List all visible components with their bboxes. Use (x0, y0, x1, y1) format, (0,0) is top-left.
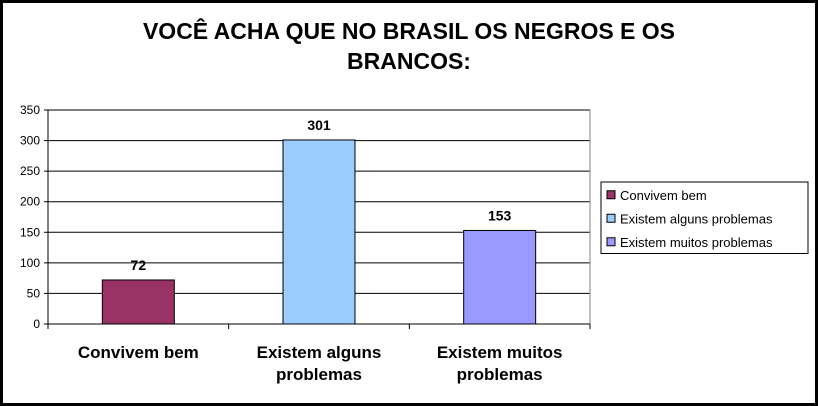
x-tick-label: Existem muitos problemas (436, 343, 563, 384)
x-tick-label: Existem alguns problemas (256, 343, 382, 384)
y-tick-label: 200 (20, 195, 40, 209)
y-tick-label: 350 (20, 103, 40, 117)
chart-title: VOCÊ ACHA QUE NO BRASIL OS NEGROS E OS B… (142, 18, 676, 74)
data-label: 301 (307, 117, 331, 133)
y-tick-label: 0 (33, 317, 40, 331)
legend-label: Convivem bem (620, 188, 707, 203)
legend-box (600, 181, 809, 254)
bar (463, 229, 537, 325)
bar (101, 279, 175, 325)
y-tick-label: 50 (27, 286, 41, 300)
y-tick-label: 100 (20, 256, 40, 270)
y-tick-label: 150 (20, 225, 40, 239)
legend-swatch (606, 237, 616, 247)
y-tick-label: 300 (20, 134, 40, 148)
x-tick-label: Convivem bem (77, 343, 199, 362)
y-tick-label: 250 (20, 164, 40, 178)
legend-label: Existem alguns problemas (620, 211, 773, 226)
legend-swatch (606, 213, 616, 223)
legend-swatch (606, 190, 616, 200)
bar (282, 139, 356, 325)
data-label: 153 (488, 207, 512, 223)
data-label: 72 (131, 257, 147, 273)
legend-label: Existem muitos problemas (620, 235, 773, 250)
